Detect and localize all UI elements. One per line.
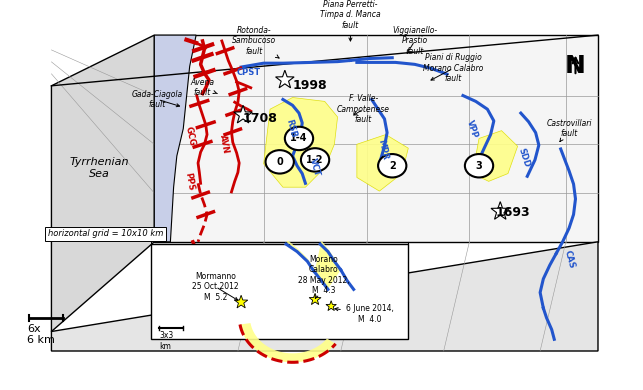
Polygon shape bbox=[264, 98, 338, 187]
Text: CPST: CPST bbox=[237, 67, 261, 77]
Text: N: N bbox=[565, 54, 586, 78]
Polygon shape bbox=[51, 35, 154, 332]
Text: AVN: AVN bbox=[217, 134, 230, 154]
Text: horizontal grid = 10x10 km: horizontal grid = 10x10 km bbox=[48, 229, 163, 239]
Polygon shape bbox=[235, 295, 248, 308]
Text: MPR: MPR bbox=[376, 139, 389, 161]
Text: 1-2: 1-2 bbox=[306, 155, 324, 165]
Polygon shape bbox=[51, 242, 598, 351]
Text: Piani di Ruggio
Morano Calabro
fault: Piani di Ruggio Morano Calabro fault bbox=[423, 53, 484, 83]
Text: Morano
Calabro
28 May 2012,
M  4.3: Morano Calabro 28 May 2012, M 4.3 bbox=[298, 255, 349, 298]
Text: VPP: VPP bbox=[466, 119, 480, 139]
Text: GCG: GCG bbox=[183, 126, 196, 147]
Ellipse shape bbox=[301, 148, 329, 172]
Text: Gada-Ciagola
fault: Gada-Ciagola fault bbox=[132, 90, 183, 109]
Ellipse shape bbox=[378, 154, 406, 177]
Text: Rotonda-
Sambucoso
fault: Rotonda- Sambucoso fault bbox=[232, 26, 279, 58]
Polygon shape bbox=[326, 301, 336, 310]
Text: 1708: 1708 bbox=[243, 112, 278, 126]
Polygon shape bbox=[473, 131, 518, 181]
Text: 0: 0 bbox=[276, 157, 283, 167]
Polygon shape bbox=[286, 241, 341, 289]
Polygon shape bbox=[154, 35, 598, 242]
Text: VCT: VCT bbox=[309, 158, 322, 178]
Text: Castrovillari
fault: Castrovillari fault bbox=[547, 119, 592, 142]
Text: 1998: 1998 bbox=[293, 79, 327, 92]
Ellipse shape bbox=[465, 154, 493, 177]
Text: 1693: 1693 bbox=[495, 206, 530, 219]
Text: PPS: PPS bbox=[184, 172, 195, 191]
Text: F. Valle-
Campotenese
fault: F. Valle- Campotenese fault bbox=[337, 94, 390, 124]
Text: 1-4: 1-4 bbox=[290, 133, 308, 144]
Text: 6x
6 km: 6x 6 km bbox=[27, 324, 55, 345]
Ellipse shape bbox=[266, 150, 294, 174]
Text: Castello Seluci-
Piana Perretti-
Timpa d. Manca
fault: Castello Seluci- Piana Perretti- Timpa d… bbox=[320, 0, 381, 41]
Polygon shape bbox=[240, 323, 336, 362]
Text: Viggianello-
Prastio
fault: Viggianello- Prastio fault bbox=[392, 26, 437, 56]
Polygon shape bbox=[357, 135, 408, 191]
Text: Mormanno
25 Oct.2012
M  5.2: Mormanno 25 Oct.2012 M 5.2 bbox=[192, 272, 239, 301]
Text: 6 June 2014,
M  4.0: 6 June 2014, M 4.0 bbox=[335, 304, 394, 324]
Text: Avena
fault: Avena fault bbox=[190, 78, 217, 98]
Text: 3x3
km: 3x3 km bbox=[159, 332, 174, 351]
Polygon shape bbox=[491, 202, 509, 219]
Text: 2: 2 bbox=[389, 161, 395, 171]
Text: 3: 3 bbox=[476, 161, 482, 171]
Ellipse shape bbox=[285, 127, 313, 150]
Polygon shape bbox=[276, 70, 294, 88]
Polygon shape bbox=[234, 105, 252, 123]
FancyBboxPatch shape bbox=[151, 244, 408, 339]
Text: RSB: RSB bbox=[284, 119, 298, 139]
Polygon shape bbox=[309, 293, 321, 305]
Text: SDD: SDD bbox=[517, 147, 531, 169]
Text: CAS: CAS bbox=[562, 249, 576, 269]
Text: Tyrrhenian
Sea: Tyrrhenian Sea bbox=[70, 157, 129, 179]
Polygon shape bbox=[154, 35, 196, 242]
